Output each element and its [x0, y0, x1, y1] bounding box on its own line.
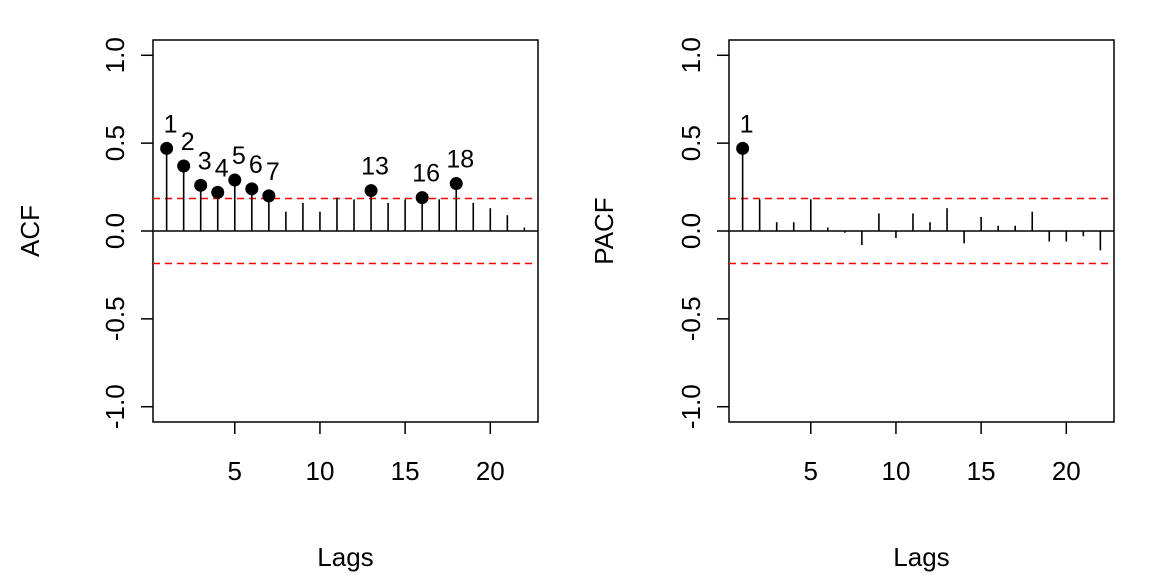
pacf-y-tick-label: 1.0	[676, 37, 706, 73]
acf-significant-point-lag-2	[177, 159, 191, 173]
acf-significant-label-lag-3: 3	[198, 147, 212, 175]
pacf-y-axis-label: PACF	[589, 197, 619, 264]
pacf-x-tick-label: 20	[1052, 456, 1081, 486]
pacf-x-tick-label: 10	[881, 456, 910, 486]
pacf-y-tick-label: 0.0	[676, 213, 706, 249]
acf-x-axis-label: Lags	[317, 542, 373, 572]
acf-significant-point-lag-5	[228, 173, 242, 187]
pacf-x-axis-label: Lags	[893, 542, 949, 572]
acf-y-tick-label: 0.5	[100, 125, 130, 161]
pacf-panel: -1.0 -0.5 0.0 0.5 1.0 5 10 15 20 Lags PACF 1	[589, 37, 1115, 572]
acf-y-tick-label: 0.0	[100, 213, 130, 249]
pacf-significant-point-lag-1	[736, 141, 750, 155]
acf-y-tick-label: -0.5	[100, 296, 130, 341]
acf-significant-point-lag-16	[415, 191, 429, 205]
acf-significant-label-lag-5: 5	[232, 142, 246, 170]
acf-significant-label-lag-13: 13	[361, 153, 389, 181]
acf-significant-point-lag-1	[160, 141, 174, 155]
acf-significant-label-lag-2: 2	[181, 128, 195, 156]
pacf-y-tick-label: 0.5	[676, 125, 706, 161]
acf-significant-label-lag-4: 4	[215, 154, 229, 182]
acf-significant-point-lag-6	[245, 182, 259, 196]
acf-significant-label-lag-7: 7	[266, 158, 280, 186]
pacf-x-tick-label: 5	[804, 456, 818, 486]
pacf-significant-label-lag-1: 1	[740, 110, 754, 138]
acf-x-tick-label: 20	[476, 456, 505, 486]
acf-significant-label-lag-1: 1	[164, 110, 178, 138]
acf-x-tick-label: 10	[305, 456, 334, 486]
acf-significant-label-lag-16: 16	[412, 160, 440, 188]
acf-x-tick-label: 5	[228, 456, 242, 486]
pacf-x-tick-label: 15	[967, 456, 996, 486]
acf-x-tick-label: 15	[391, 456, 420, 486]
pacf-y-tick-label: -1.0	[676, 384, 706, 429]
acf-significant-point-lag-4	[211, 185, 225, 199]
acf-significant-point-lag-13	[364, 184, 378, 198]
acf-significant-label-lag-6: 6	[249, 151, 263, 179]
pacf-y-tick-label: -0.5	[676, 296, 706, 341]
acf-significant-point-lag-18	[449, 177, 463, 191]
acf-y-axis-label: ACF	[15, 205, 45, 257]
acf-significant-point-lag-3	[194, 178, 208, 192]
acf-y-tick-label: -1.0	[100, 384, 130, 429]
acf-significant-point-lag-7	[262, 189, 276, 203]
acf-y-tick-label: 1.0	[100, 37, 130, 73]
acf-significant-label-lag-18: 18	[446, 146, 474, 174]
